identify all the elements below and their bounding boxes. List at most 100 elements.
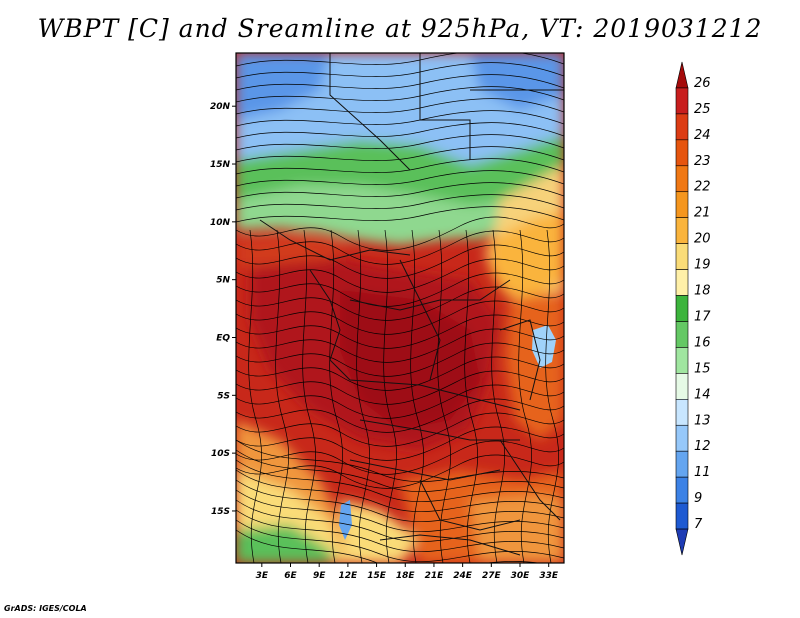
colorbar-label: 22: [694, 180, 711, 195]
streamline: [236, 529, 541, 563]
lon-tick-label: 3E: [256, 571, 269, 581]
streamline: [236, 170, 564, 187]
colorbar-label: 16: [694, 335, 711, 350]
streamline: [236, 272, 564, 307]
lat-tick-label: 10N: [210, 218, 231, 228]
streamline: [236, 489, 564, 532]
streamline: [329, 229, 343, 563]
colorbar-label: 20: [694, 232, 711, 247]
streamline: [236, 479, 564, 522]
colorbar-label: 19: [694, 258, 711, 273]
colorbar-segment: [675, 243, 689, 270]
streamline: [236, 258, 564, 293]
streamline: [236, 449, 564, 492]
credit-label: GrADS: IGES/COLA: [4, 604, 87, 613]
colorbar-segment: [675, 87, 689, 115]
colorbar-segment: [675, 295, 689, 322]
latitude-axis: 20N 15N 10N 5N EQ 5S 10S 15S: [210, 102, 236, 517]
streamline: [464, 229, 478, 563]
colorbar-segment: [675, 373, 689, 400]
streamline: [518, 229, 532, 563]
colorbar: 26 25 24 23 22 21 20 19 18 17 16 15 14 13 12 11 9 7: [675, 61, 711, 556]
streamline: [236, 439, 564, 482]
colorbar-label: 24: [694, 128, 711, 143]
streamline: [236, 469, 564, 512]
streamline: [236, 509, 564, 552]
colorbar-segment: [675, 528, 689, 556]
colorbar-label: 12: [694, 439, 711, 454]
lat-tick-label: 5N: [216, 276, 230, 286]
colorbar-label: 14: [694, 387, 711, 402]
lon-tick-label: 33E: [539, 571, 559, 581]
lon-tick-label: 6E: [284, 571, 297, 581]
colorbar-segment: [675, 424, 689, 452]
colorbar-label: 26: [694, 76, 711, 91]
colorbar-segment: [675, 450, 689, 478]
colorbar-label: 25: [694, 102, 711, 117]
colorbar-label: 9: [694, 491, 702, 506]
lat-tick-label: 20N: [210, 102, 231, 112]
map-title: WBPT [C] and Sreamline at 925hPa, VT: 20…: [37, 14, 763, 43]
colorbar-segment: [675, 347, 689, 374]
streamline: [545, 229, 559, 563]
streamline: [236, 519, 564, 562]
lat-tick-label: 15S: [211, 507, 230, 517]
streamline: [275, 229, 289, 563]
colorbar-segment: [675, 476, 689, 504]
colorbar-label: 17: [694, 309, 711, 324]
streamline: [236, 454, 564, 489]
lon-tick-label: 18E: [396, 571, 416, 581]
streamline: [236, 384, 564, 419]
streamline: [236, 122, 564, 139]
streamline: [236, 286, 564, 321]
streamline: [302, 229, 316, 563]
colorbar-segment: [675, 139, 689, 167]
streamline: [236, 182, 564, 199]
longitude-axis: 3E 6E 9E 12E 15E 18E 21E 24E 27E 30E 33E: [256, 563, 559, 581]
lon-tick-label: 9E: [313, 571, 326, 581]
streamline: [437, 229, 451, 563]
colorbar-segment: [675, 399, 689, 426]
colorbar-label: 7: [694, 517, 703, 532]
colorbar-segment: [675, 191, 689, 218]
colorbar-label: 23: [694, 154, 711, 169]
streamline: [236, 440, 564, 475]
wbpt-field: [236, 53, 564, 563]
streamline: [236, 134, 564, 151]
streamline: [236, 328, 564, 363]
country-borders: [259, 53, 564, 556]
streamline: [236, 342, 564, 377]
lon-tick-label: 24E: [453, 571, 473, 581]
lat-tick-label: 5S: [217, 391, 230, 401]
streamline: [383, 229, 397, 563]
lon-tick-label: 21E: [425, 571, 445, 581]
streamline: [236, 314, 564, 349]
lon-tick-label: 30E: [511, 571, 531, 581]
lat-tick-label: 15N: [210, 160, 231, 170]
streamline: [356, 229, 370, 563]
streamline: [236, 216, 564, 251]
colorbar-segment: [675, 269, 689, 296]
colorbar-label: 21: [694, 206, 711, 221]
streamline: [236, 194, 564, 211]
streamline: [491, 229, 505, 563]
lon-tick-label: 12E: [339, 571, 359, 581]
plot-frame: [235, 52, 565, 564]
streamline: [236, 459, 564, 502]
streamline: [236, 206, 564, 223]
colorbar-segment: [675, 321, 689, 348]
colorbar-segment: [675, 61, 689, 89]
colorbar-segment: [675, 113, 689, 141]
colorbar-label: 18: [694, 284, 711, 299]
colorbar-segment: [675, 217, 689, 244]
streamline: [248, 229, 262, 563]
lat-tick-label: 10S: [211, 449, 230, 459]
streamline: [236, 230, 564, 265]
streamline: [236, 146, 564, 163]
colorbar-label: 15: [694, 361, 711, 376]
streamline: [236, 370, 564, 405]
lat-tick-label: EQ: [216, 333, 230, 343]
colorbar-segment: [675, 165, 689, 193]
streamline: [236, 158, 564, 175]
